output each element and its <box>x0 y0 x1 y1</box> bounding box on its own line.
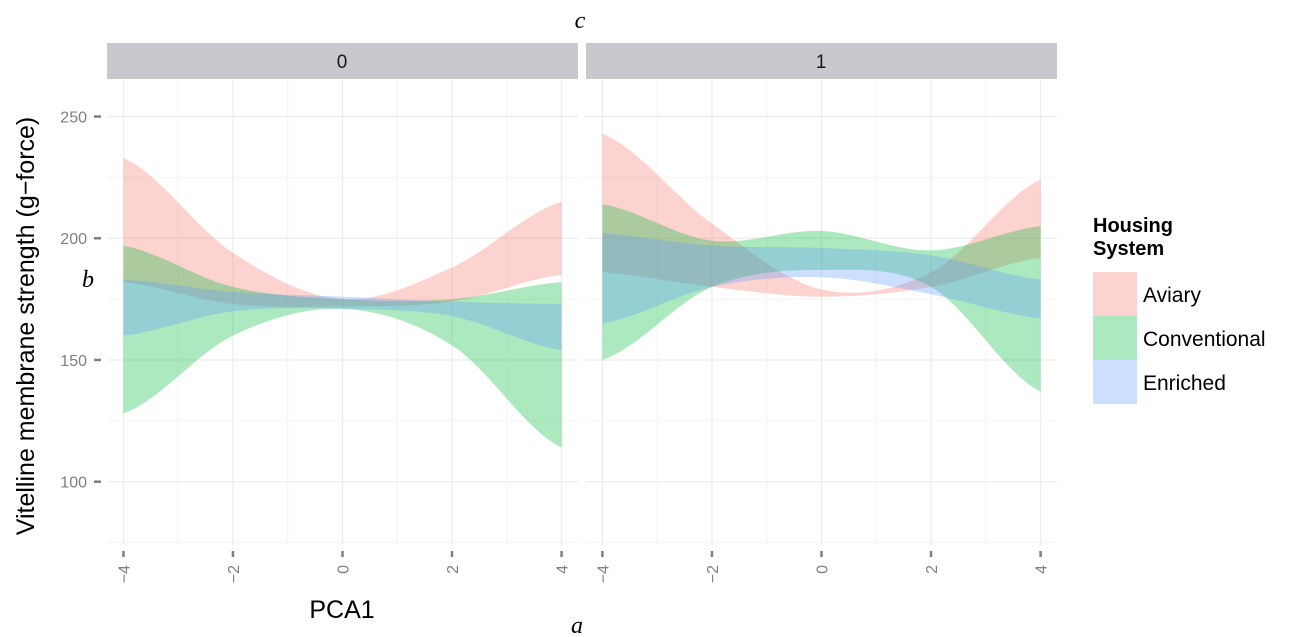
band-aviary-panel-1 <box>602 133 1041 297</box>
y-tick-label: 250 <box>60 110 87 127</box>
legend-key-enriched <box>1093 360 1137 404</box>
x-tick-label: 2 <box>924 565 941 574</box>
x-tick-label: 4 <box>555 565 572 574</box>
annotation-b: b <box>82 267 94 293</box>
x-tick-label: 0 <box>336 565 353 574</box>
legend: Housing System Aviary Conventional Enriche… <box>1093 215 1266 404</box>
x-tick-label: 2 <box>445 565 462 574</box>
x-tick-label: 4 <box>1034 565 1051 574</box>
strip-1 <box>586 43 1057 79</box>
legend-label-conventional: Conventional <box>1143 328 1266 351</box>
facet-title: c <box>575 8 586 34</box>
band-enriched-panel-1 <box>602 233 1041 324</box>
legend-title-line2: System <box>1093 238 1164 260</box>
legend-label-aviary: Aviary <box>1143 284 1201 307</box>
legend-key-aviary <box>1093 272 1137 316</box>
strip-0 <box>107 43 578 79</box>
band-aviary-panel-0 <box>123 157 562 307</box>
legend-title-line1: Housing <box>1093 215 1173 237</box>
legend-key-conventional <box>1093 316 1137 360</box>
y-axis: 100 150 200 250 <box>60 110 101 492</box>
x-tick-label: 0 <box>815 565 832 574</box>
x-tick-label: −4 <box>116 565 133 583</box>
panel-1: 1 −4 −2 0 2 4 <box>586 43 1057 583</box>
strip-label-1: 1 <box>816 52 827 73</box>
x-tick-label: −4 <box>595 565 612 583</box>
y-tick-label: 100 <box>60 475 87 492</box>
band-conventional-panel-1 <box>602 204 1041 392</box>
band-enriched-panel-0 <box>123 279 562 351</box>
x-axis-title: PCA1 <box>309 596 374 624</box>
x-tick-label: −2 <box>705 565 722 583</box>
panel-0: 0 −4 −2 0 2 4 <box>107 43 578 583</box>
y-axis-title: Vitelline membrane strength (g−force) <box>12 117 40 536</box>
x-tick-label: −2 <box>226 565 243 583</box>
legend-label-enriched: Enriched <box>1143 372 1226 395</box>
band-conventional-panel-0 <box>123 245 562 448</box>
annotation-a: a <box>571 613 583 637</box>
y-tick-label: 200 <box>60 231 87 248</box>
strip-label-0: 0 <box>337 52 348 73</box>
y-tick-label: 150 <box>60 353 87 370</box>
